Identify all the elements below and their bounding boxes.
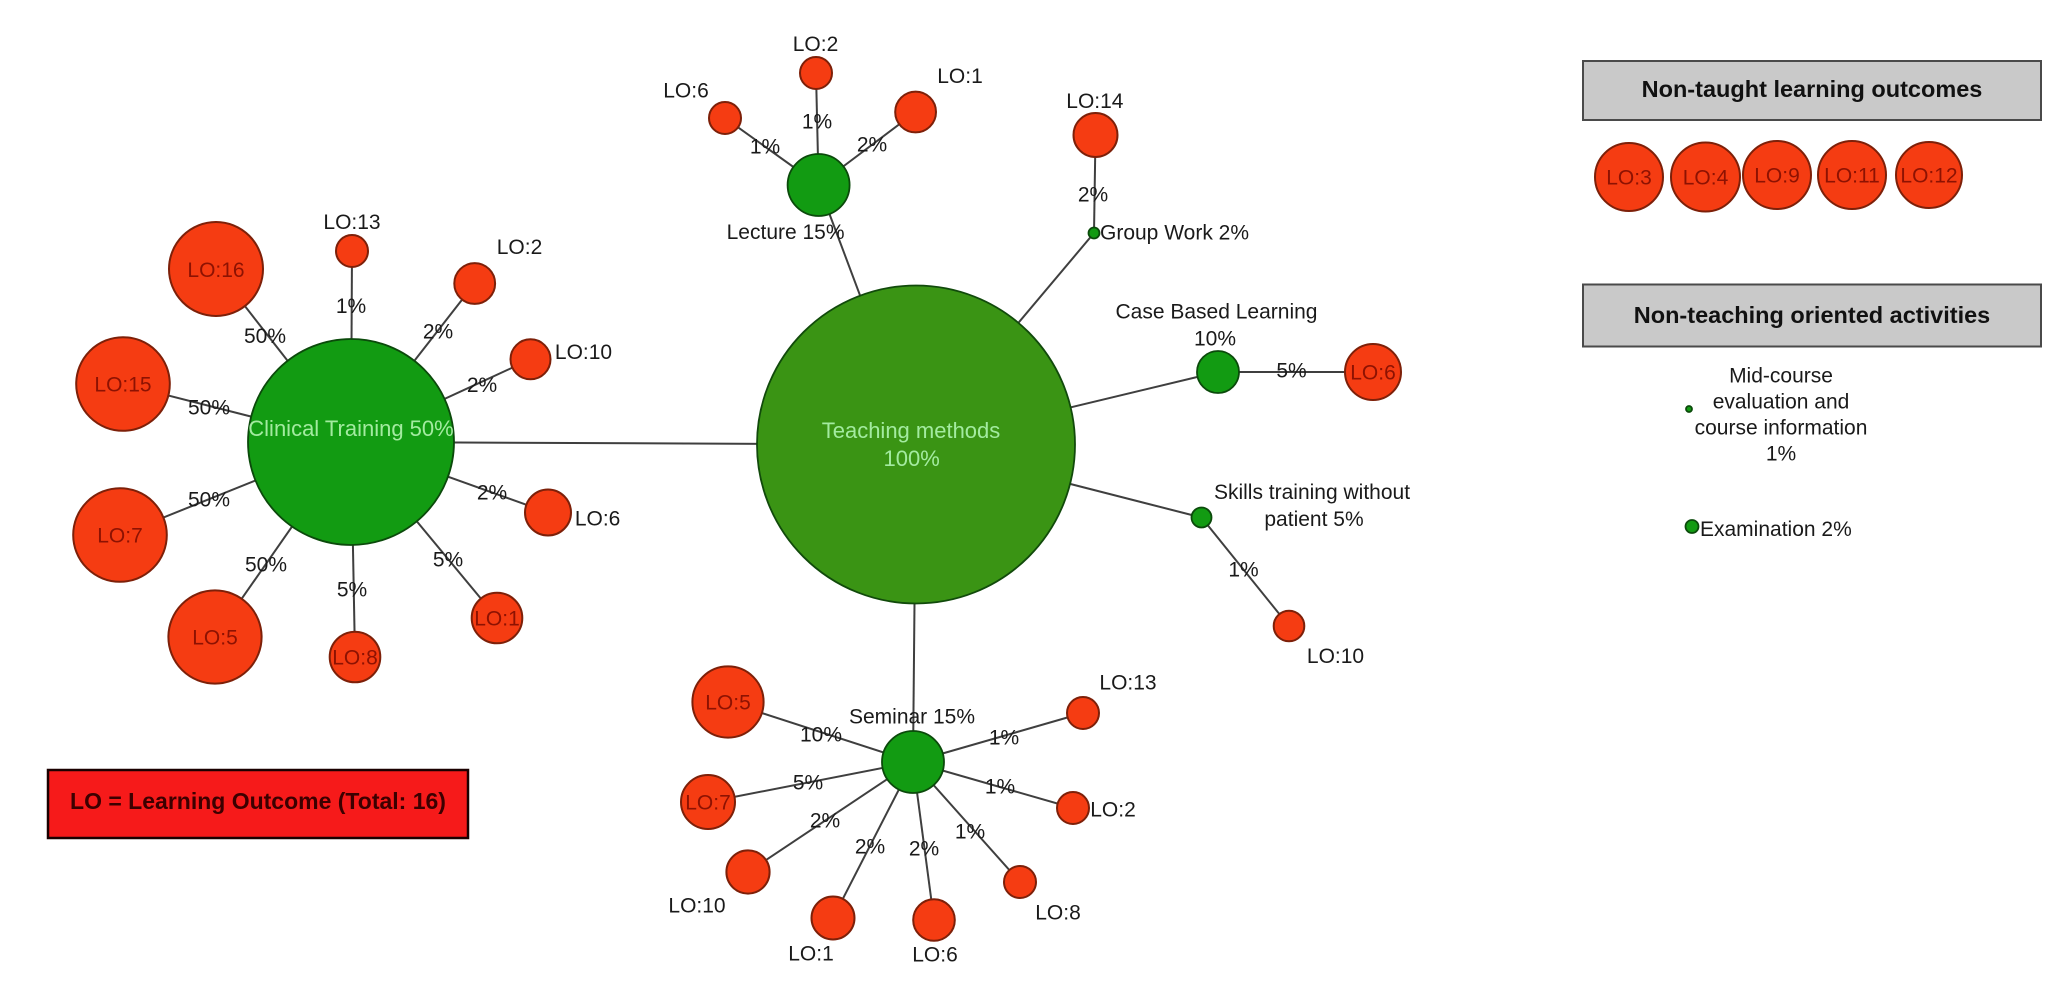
svg-text:1%: 1% xyxy=(1766,443,1796,466)
svg-text:LO:1: LO:1 xyxy=(474,608,520,631)
svg-text:50%: 50% xyxy=(244,325,286,348)
svg-text:Teaching methods: Teaching methods xyxy=(822,418,1001,443)
svg-text:Mid-course: Mid-course xyxy=(1729,365,1833,388)
svg-text:LO:1: LO:1 xyxy=(937,65,983,88)
svg-text:LO:12: LO:12 xyxy=(1900,165,1957,188)
svg-text:LO:2: LO:2 xyxy=(793,33,839,56)
svg-text:5%: 5% xyxy=(793,772,823,795)
svg-text:1%: 1% xyxy=(1228,559,1258,582)
svg-text:LO:13: LO:13 xyxy=(323,211,380,234)
svg-text:1%: 1% xyxy=(336,295,366,318)
svg-text:Lecture 15%: Lecture 15% xyxy=(727,221,845,244)
svg-text:patient 5%: patient 5% xyxy=(1264,508,1363,531)
svg-text:Seminar 15%: Seminar 15% xyxy=(849,706,975,729)
svg-text:1%: 1% xyxy=(955,821,985,844)
svg-text:Group Work 2%: Group Work 2% xyxy=(1100,222,1249,245)
svg-text:2%: 2% xyxy=(1078,184,1108,207)
svg-text:2%: 2% xyxy=(857,134,887,157)
svg-text:2%: 2% xyxy=(810,810,840,833)
svg-text:LO:10: LO:10 xyxy=(1307,645,1364,668)
svg-text:LO:14: LO:14 xyxy=(1066,90,1124,113)
svg-text:50%: 50% xyxy=(188,489,230,512)
svg-text:LO:2: LO:2 xyxy=(1090,799,1136,822)
svg-text:Non-teaching oriented activiti: Non-teaching oriented activities xyxy=(1634,302,1990,328)
svg-text:LO:7: LO:7 xyxy=(97,525,143,548)
svg-text:50%: 50% xyxy=(188,397,230,420)
svg-text:LO:15: LO:15 xyxy=(94,374,151,397)
svg-text:LO:6: LO:6 xyxy=(575,508,621,531)
svg-text:LO:1: LO:1 xyxy=(788,943,834,966)
svg-text:5%: 5% xyxy=(1276,360,1306,383)
svg-text:LO:7: LO:7 xyxy=(685,792,731,815)
svg-text:10%: 10% xyxy=(800,724,842,747)
svg-text:LO:4: LO:4 xyxy=(1683,167,1729,190)
svg-text:Case Based Learning: Case Based Learning xyxy=(1116,301,1318,324)
svg-text:1%: 1% xyxy=(802,111,832,134)
svg-text:1%: 1% xyxy=(989,727,1019,750)
svg-text:2%: 2% xyxy=(423,321,453,344)
svg-text:LO:5: LO:5 xyxy=(192,627,238,650)
svg-text:Examination 2%: Examination 2% xyxy=(1700,518,1852,541)
svg-text:LO:3: LO:3 xyxy=(1606,167,1652,190)
svg-text:Clinical Training 50%: Clinical Training 50% xyxy=(248,416,453,441)
svg-text:LO = Learning Outcome (Total:: LO = Learning Outcome (Total: 16) xyxy=(70,788,446,814)
svg-text:5%: 5% xyxy=(433,549,463,572)
svg-text:LO:5: LO:5 xyxy=(705,692,751,715)
svg-text:LO:9: LO:9 xyxy=(1754,165,1800,188)
svg-text:LO:8: LO:8 xyxy=(332,647,378,670)
svg-text:LO:16: LO:16 xyxy=(187,259,244,282)
svg-text:LO:6: LO:6 xyxy=(1350,362,1396,385)
svg-text:2%: 2% xyxy=(909,838,939,861)
svg-text:LO:10: LO:10 xyxy=(555,341,612,364)
svg-text:LO:6: LO:6 xyxy=(912,944,958,967)
svg-text:50%: 50% xyxy=(245,554,287,577)
svg-text:LO:13: LO:13 xyxy=(1099,672,1156,695)
svg-text:Non-taught learning outcomes: Non-taught learning outcomes xyxy=(1642,76,1983,102)
svg-text:1%: 1% xyxy=(750,136,780,159)
svg-text:2%: 2% xyxy=(467,374,497,397)
svg-text:LO:10: LO:10 xyxy=(668,895,725,918)
svg-text:evaluation and: evaluation and xyxy=(1713,391,1850,414)
svg-text:2%: 2% xyxy=(477,482,507,505)
svg-text:Skills training without: Skills training without xyxy=(1214,481,1410,504)
svg-text:1%: 1% xyxy=(985,776,1015,799)
svg-text:LO:2: LO:2 xyxy=(497,236,543,259)
svg-text:2%: 2% xyxy=(855,836,885,859)
svg-text:LO:8: LO:8 xyxy=(1035,902,1081,925)
svg-text:LO:6: LO:6 xyxy=(663,80,709,103)
svg-text:10%: 10% xyxy=(1194,328,1236,351)
svg-text:LO:11: LO:11 xyxy=(1824,165,1880,188)
svg-text:5%: 5% xyxy=(337,579,367,602)
svg-text:100%: 100% xyxy=(884,446,940,471)
svg-text:course information: course information xyxy=(1695,417,1868,440)
